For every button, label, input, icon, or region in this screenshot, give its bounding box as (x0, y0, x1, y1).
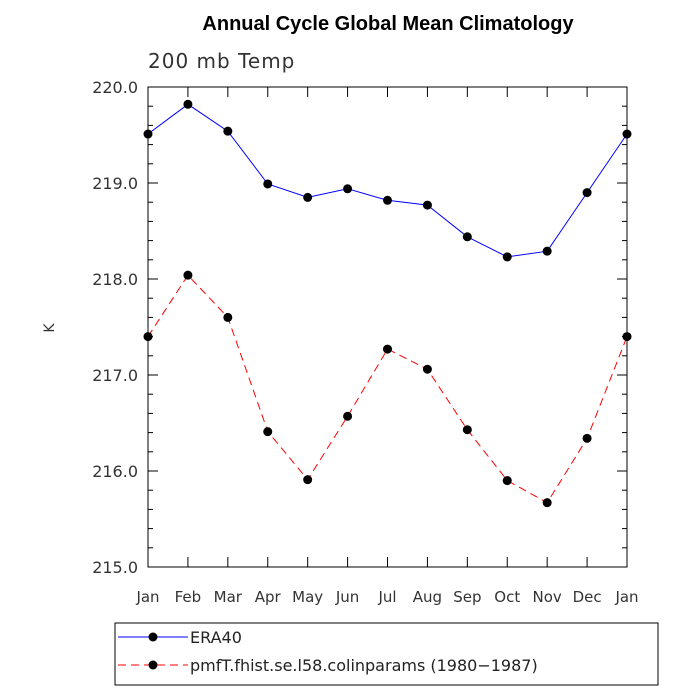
series-1-point (462, 232, 472, 242)
series-2-point (303, 475, 313, 485)
series-1-point (303, 192, 313, 202)
series-2-point (542, 498, 552, 508)
legend: ERA40 pmfT.fhist.se.l58.colinparams (1980… (118, 628, 538, 675)
series-1-point (183, 99, 193, 109)
series-1-point (143, 129, 153, 139)
series-1-point (582, 188, 592, 198)
series-2-point (462, 425, 472, 435)
series-2-point (223, 312, 233, 322)
series-1-point (223, 126, 233, 136)
x-tick-label: Aug (413, 588, 442, 606)
series-2-point (622, 332, 632, 342)
series-1-point (343, 184, 353, 194)
y-tick-label: 217.0 (92, 366, 138, 385)
x-axis-ticks: Jan Feb Mar Apr May Jun Jul Aug Sep Oct Nov Dec Jan (135, 87, 639, 606)
legend-box (114, 622, 659, 686)
series-2-point (383, 344, 392, 354)
x-tick-label: Dec (573, 588, 602, 606)
y-tick-label: 220.0 (92, 78, 138, 97)
legend-label-2: pmfT.fhist.se.l58.colinparams (1980−1987… (190, 656, 538, 675)
y-tick-label: 215.0 (92, 558, 138, 577)
y-axis-label: K (42, 323, 58, 333)
series-layer (143, 99, 632, 508)
series-1-point (622, 129, 632, 139)
x-tick-label: Jul (377, 588, 396, 606)
x-tick-label: Jun (335, 588, 359, 606)
x-tick-label: Jan (135, 588, 159, 606)
series-1-point (383, 195, 392, 205)
series-2-point (183, 270, 193, 280)
series-2-point (343, 411, 353, 421)
x-tick-label: Apr (255, 588, 282, 606)
series-2-point (582, 433, 592, 443)
series-2-point (263, 427, 273, 437)
x-tick-label: May (292, 588, 323, 606)
chart-subtitle: 200 mb Temp (148, 49, 295, 73)
x-tick-label: Nov (533, 588, 562, 606)
y-axis-ticks: 215.0 216.0 217.0 218.0 219.0 220.0 (92, 78, 627, 577)
series-1-point (263, 179, 273, 189)
series-1-point (422, 200, 432, 210)
series-line-2 (147, 274, 628, 504)
legend-marker-2 (148, 660, 158, 670)
x-tick-label: Oct (494, 588, 520, 606)
legend-marker-1 (148, 632, 158, 642)
plot-frame (147, 86, 628, 568)
x-tick-label: Feb (175, 588, 202, 606)
series-line-1 (147, 103, 628, 258)
y-tick-label: 218.0 (92, 270, 138, 289)
y-tick-label: 219.0 (92, 174, 138, 193)
x-tick-label: Mar (214, 588, 243, 606)
series-2-point (422, 364, 432, 374)
series-2-point (502, 476, 512, 486)
series-2-point (143, 332, 153, 342)
y-tick-label: 216.0 (92, 462, 138, 481)
x-tick-label: Jan (614, 588, 638, 606)
legend-label-1: ERA40 (190, 628, 242, 647)
x-tick-label: Sep (453, 588, 481, 606)
series-1-point (542, 246, 552, 256)
series-1-point (502, 252, 512, 262)
chart-title: Annual Cycle Global Mean Climatology (202, 13, 574, 35)
